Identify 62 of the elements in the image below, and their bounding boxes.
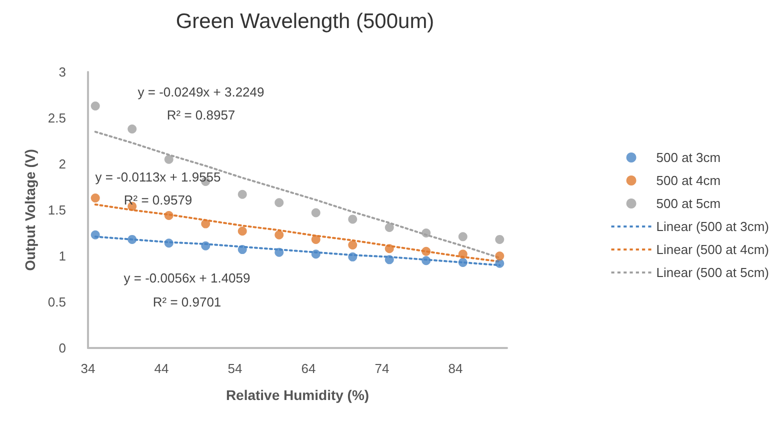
x-tick-label: 84 [448,361,463,376]
legend-label: 500 at 4cm [656,173,721,188]
y-tick-label: 2.5 [48,110,66,126]
point [238,190,247,199]
point [164,154,174,164]
point [274,198,284,208]
point [90,102,100,111]
point [495,252,504,260]
y-tick-label: 0.5 [48,294,66,310]
y-axis-title: Output Voltage (V) [22,149,38,271]
point [348,214,358,224]
x-tick-label: 34 [80,361,96,376]
point [238,245,247,254]
legend-label: Linear (500 at 4cm) [656,242,770,257]
x-tick-label: 74 [374,361,390,376]
annotation: R² = 0.9701 [152,294,222,310]
point [384,255,394,264]
point [274,230,284,240]
legend-label: 500 at 3cm [656,150,721,165]
point [238,226,247,236]
point [274,248,284,257]
point [311,250,320,259]
x-tick-label: 54 [228,361,242,376]
point [348,252,358,262]
y-tick-label: 2 [58,156,66,172]
y-tick-label: 1.5 [48,202,66,218]
annotation: y = -0.0113x + 1.9555 [95,170,221,184]
point [384,244,394,254]
point [384,222,394,232]
point [311,234,320,244]
point [495,258,504,268]
x-tick-label: 64 [301,361,316,376]
annotation: y = -0.0249x + 3.2249 [138,84,264,100]
point [164,238,174,248]
point [164,211,174,220]
point [495,234,504,244]
annotation: y = -0.0056x + 1.4059 [124,270,250,286]
x-tick-label: 44 [154,361,169,376]
point [458,232,468,242]
y-tick-label: 3 [58,64,66,80]
point [458,250,468,259]
chart-title: Green Wavelength (500um) [176,10,434,33]
legend-label: Linear (500 at 3cm) [656,219,770,234]
point [311,208,320,218]
point [348,240,358,250]
legend-label: Linear (500 at 5cm) [656,265,770,280]
legend-label: 500 at 5cm [656,196,721,211]
x-axis-title: Relative Humidity (%) [226,387,370,403]
point [201,219,210,228]
annotation: R² = 0.8957 [166,108,236,122]
point [422,246,431,256]
y-tick-label: 0 [58,340,66,356]
annotation: R² = 0.9579 [124,192,192,208]
y-tick-label: 1 [58,248,66,264]
point [90,194,100,203]
point [201,241,210,250]
point [422,256,431,266]
point [422,228,431,238]
point [458,258,468,267]
point [128,234,137,244]
point [128,124,137,134]
point [90,230,100,240]
